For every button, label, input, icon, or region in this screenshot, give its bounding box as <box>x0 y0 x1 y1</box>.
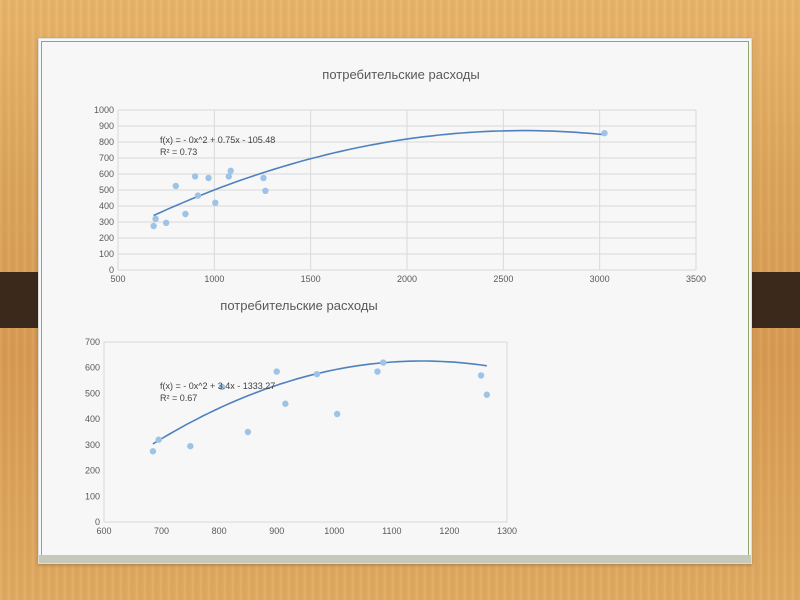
x-tick-label: 700 <box>154 526 169 536</box>
y-tick-label: 300 <box>99 217 114 227</box>
data-point <box>194 192 202 199</box>
data-point <box>227 167 234 174</box>
data-point <box>333 410 341 418</box>
y-tick-label: 800 <box>99 137 114 147</box>
y-tick-label: 400 <box>85 414 100 424</box>
data-point <box>477 372 485 379</box>
y-tick-label: 0 <box>95 517 100 527</box>
x-tick-label: 3500 <box>686 274 706 284</box>
chart-title: потребительские расходы <box>322 67 479 82</box>
trendline <box>153 129 605 217</box>
data-point <box>273 368 280 375</box>
data-point <box>262 187 269 194</box>
data-point <box>155 436 162 443</box>
y-tick-label: 700 <box>99 153 114 163</box>
y-tick-label: 300 <box>85 440 100 450</box>
data-point <box>374 368 381 375</box>
y-tick-label: 1000 <box>94 105 114 115</box>
y-tick-label: 100 <box>85 491 100 501</box>
data-point <box>313 370 321 378</box>
data-point <box>212 199 219 206</box>
data-point <box>187 442 194 450</box>
x-tick-label: 600 <box>96 526 111 536</box>
data-point <box>483 391 491 398</box>
data-point <box>205 174 212 182</box>
data-point <box>244 428 252 436</box>
x-tick-label: 1000 <box>324 526 344 536</box>
charts-canvas: потребительские расходы 0 100 200 300 400 500 6… <box>85 67 706 536</box>
x-tick-label: 1500 <box>301 274 321 284</box>
y-tick-label: 200 <box>99 233 114 243</box>
plot-area-frame <box>103 341 508 523</box>
r-squared-label: R² = 0.67 <box>160 393 197 403</box>
data-point <box>282 400 289 407</box>
data-point <box>182 210 189 218</box>
x-tick-label: 900 <box>269 526 284 536</box>
x-tick-label: 2000 <box>397 274 417 284</box>
y-tick-label: 200 <box>85 466 100 476</box>
y-tick-label: 700 <box>85 337 100 347</box>
slide: потребительские расходы 0 100 200 300 400 500 6… <box>38 38 752 564</box>
trendline-equation: f(x) = - 0x^2 + 0.75x - 105.48 <box>160 135 275 145</box>
y-tick-label: 100 <box>99 249 114 259</box>
data-point <box>601 130 608 137</box>
data-point <box>172 182 179 190</box>
x-tick-label: 800 <box>212 526 227 536</box>
x-tick-label: 3000 <box>590 274 610 284</box>
x-tick-label: 1200 <box>439 526 459 536</box>
y-tick-label: 900 <box>99 121 114 131</box>
x-tick-label: 1100 <box>382 526 401 536</box>
y-tick-label: 500 <box>99 185 114 195</box>
x-tick-label: 2500 <box>493 274 513 284</box>
data-point <box>218 383 226 391</box>
data-point <box>225 173 232 180</box>
y-tick-label: 0 <box>109 265 114 275</box>
y-tick-label: 600 <box>99 169 114 179</box>
data-point <box>149 448 157 455</box>
x-tick-label: 1000 <box>204 274 224 284</box>
chart-title: потребительские расходы <box>220 298 377 313</box>
slide-footer-strip <box>39 555 751 563</box>
y-tick-label: 400 <box>99 201 114 211</box>
x-tick-label: 1300 <box>497 526 517 536</box>
r-squared-label: R² = 0.73 <box>160 147 197 157</box>
data-point <box>260 174 267 182</box>
data-point <box>191 173 199 180</box>
data-point <box>162 219 170 226</box>
data-point <box>150 222 157 230</box>
data-point <box>152 215 159 222</box>
y-tick-label: 500 <box>85 388 100 398</box>
trendline-equation: f(x) = - 0x^2 + 3.4x - 1333.27 <box>160 381 275 391</box>
data-point <box>380 359 387 366</box>
y-tick-label: 600 <box>85 363 100 373</box>
x-tick-label: 500 <box>110 274 125 284</box>
